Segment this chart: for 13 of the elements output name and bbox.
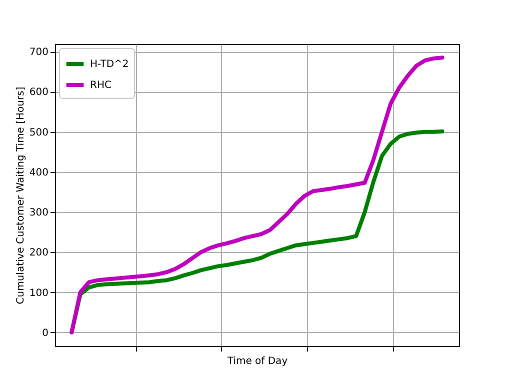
y-tick-label: 400 <box>29 167 48 178</box>
legend-label: RHC <box>90 80 112 91</box>
y-tick-label: 100 <box>29 288 48 299</box>
y-tick-label: 500 <box>29 127 48 138</box>
line-series <box>70 56 444 334</box>
y-tick-label: 300 <box>29 208 48 219</box>
y-tick-label: 600 <box>29 87 48 98</box>
y-tick-label: 0 <box>42 328 48 339</box>
x-axis-title: Time of Day <box>226 356 288 367</box>
y-axis-title: Cumulative Customer Waiting Time [Hours] <box>15 86 26 304</box>
legend-label: H-TD^2 <box>90 59 129 70</box>
y-tick-label: 700 <box>29 47 48 58</box>
y-tick-label: 200 <box>29 248 48 259</box>
